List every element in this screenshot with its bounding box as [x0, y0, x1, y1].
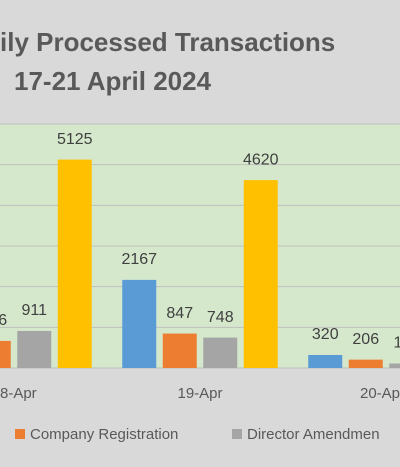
x-tick-label: 8-Apr: [0, 385, 37, 402]
bar: [0, 340, 11, 368]
value-label: 5125: [57, 131, 93, 148]
x-tick-label: 20-Ap: [360, 385, 400, 402]
value-label: 110: [393, 335, 400, 352]
legend-label: Director Amendmen: [247, 426, 380, 443]
bar: [243, 180, 278, 368]
chart-subtitle: 17-21 April 2024: [14, 66, 212, 96]
bar: [308, 354, 343, 368]
bar: [162, 333, 197, 368]
bar: [389, 363, 400, 368]
chart-title: ily Processed Transactions: [0, 27, 335, 57]
value-label: 320: [312, 326, 339, 343]
value-label: 748: [207, 309, 234, 326]
legend-swatch: [232, 429, 242, 439]
bar: [122, 279, 157, 368]
value-label: 847: [166, 305, 193, 322]
bar: [348, 359, 383, 368]
value-label: 911: [21, 302, 47, 319]
bar: [17, 330, 52, 368]
value-label: 2167: [121, 251, 157, 268]
value-label: 666: [0, 312, 7, 329]
legend-swatch: [15, 429, 25, 439]
legend-label: Company Registration: [30, 426, 178, 443]
value-label: 206: [352, 331, 379, 348]
x-tick-label: 19-Apr: [177, 385, 222, 402]
bar: [57, 159, 92, 368]
value-label: 4620: [243, 151, 279, 168]
bar: [203, 337, 238, 368]
